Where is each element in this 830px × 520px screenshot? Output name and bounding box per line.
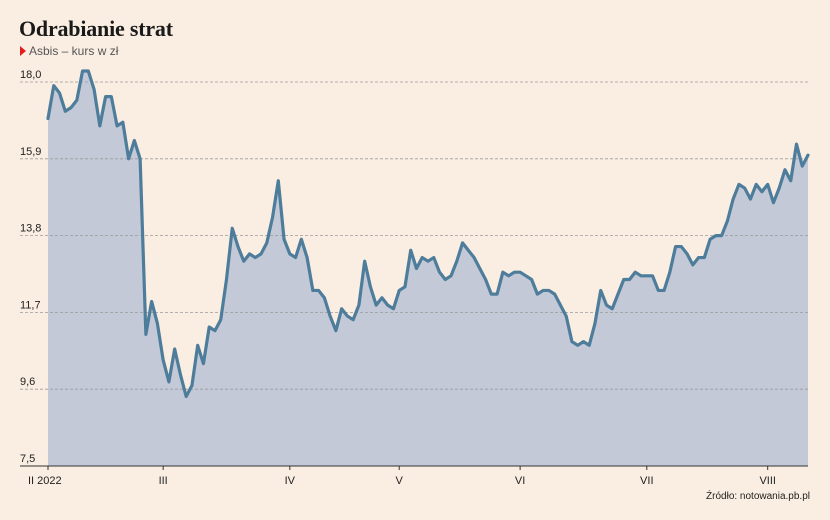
red-triangle-marker-icon xyxy=(20,46,26,56)
y-tick-label: 13,8 xyxy=(20,223,41,235)
price-area xyxy=(48,71,808,466)
chart-title: Odrabianie strat xyxy=(19,16,173,41)
source-note: Źródło: notowania.pb.pl xyxy=(706,491,810,502)
x-tick-label: IV xyxy=(285,475,296,487)
y-tick-label: 7,5 xyxy=(20,453,35,465)
y-tick-label: 9,6 xyxy=(20,376,35,388)
x-tick-label: VIII xyxy=(759,475,776,487)
price-line xyxy=(46,69,810,399)
y-tick-label: 15,9 xyxy=(20,146,41,158)
chart-subtitle-label: Asbis – kurs w zł xyxy=(29,44,119,58)
x-tick-label: VI xyxy=(515,475,525,487)
chart-subtitle: Asbis – kurs w zł xyxy=(20,44,118,58)
x-tick-label: III xyxy=(159,475,168,487)
y-tick-label: 18,0 xyxy=(20,69,41,81)
x-tick-label: V xyxy=(396,475,404,487)
x-tick-label: II 2022 xyxy=(28,475,62,487)
y-tick-label: 11,7 xyxy=(20,299,41,311)
x-tick-label: VII xyxy=(640,475,653,487)
